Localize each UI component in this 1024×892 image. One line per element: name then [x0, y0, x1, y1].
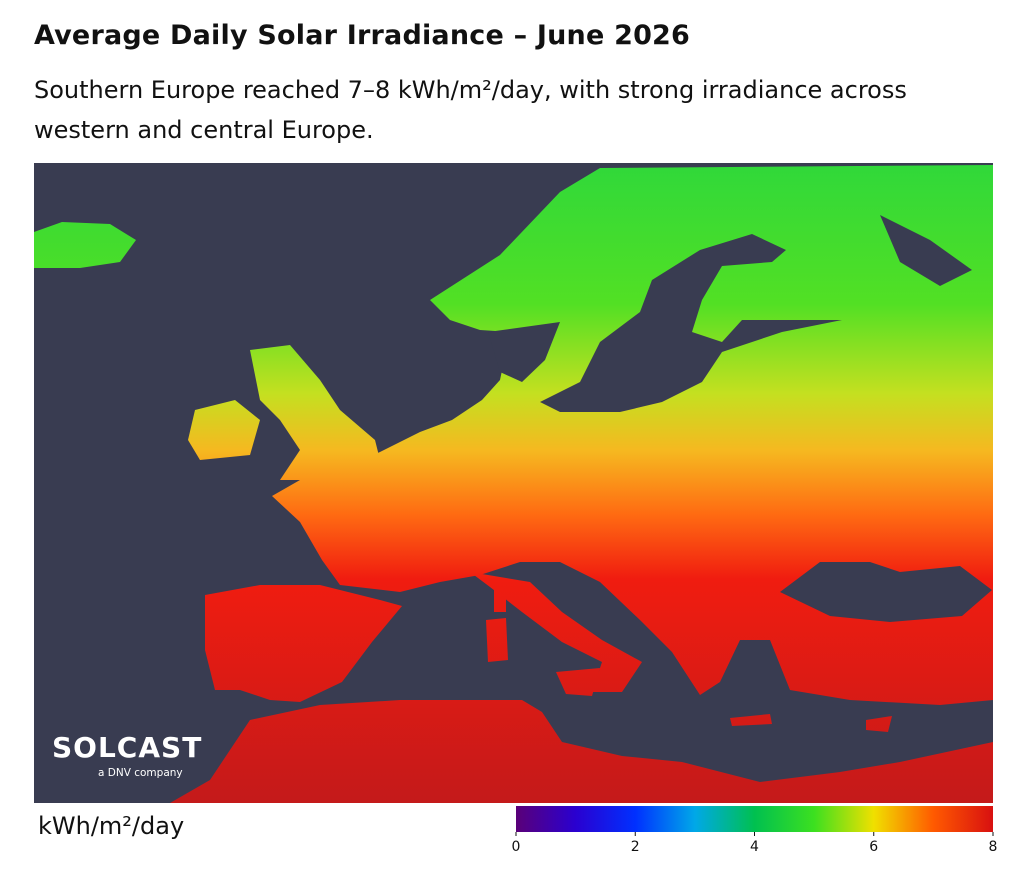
- colorbar-tick-label: 0: [512, 839, 521, 855]
- sicily: [556, 668, 600, 696]
- sardinia: [486, 618, 508, 662]
- white-sea: [880, 215, 972, 286]
- logo-name: SOLCAST: [52, 731, 202, 764]
- ireland: [188, 400, 260, 460]
- colorbar: [516, 806, 993, 832]
- italy: [470, 572, 642, 692]
- colorbar-tick-label: 2: [631, 839, 640, 855]
- north-africa: [170, 700, 993, 803]
- logo-tagline: a DNV company: [98, 767, 183, 779]
- map: [34, 163, 993, 803]
- iceland: [34, 222, 136, 268]
- colorbar-tick-label: 4: [750, 839, 759, 855]
- skagerrak: [488, 322, 560, 382]
- iberia: [205, 585, 402, 702]
- black-sea: [780, 562, 992, 622]
- subtitle: Southern Europe reached 7–8 kWh/m²/day, …: [34, 76, 907, 144]
- colorbar-label: kWh/m²/day: [38, 812, 184, 840]
- colorbar-tick-label: 6: [869, 839, 878, 855]
- corsica: [494, 588, 506, 612]
- britain: [250, 345, 380, 480]
- baltic-sea: [540, 234, 842, 412]
- title: Average Daily Solar Irradiance – June 20…: [34, 20, 691, 51]
- cyprus: [866, 716, 892, 732]
- crete: [730, 714, 772, 726]
- colorbar-tick-label: 8: [989, 839, 998, 855]
